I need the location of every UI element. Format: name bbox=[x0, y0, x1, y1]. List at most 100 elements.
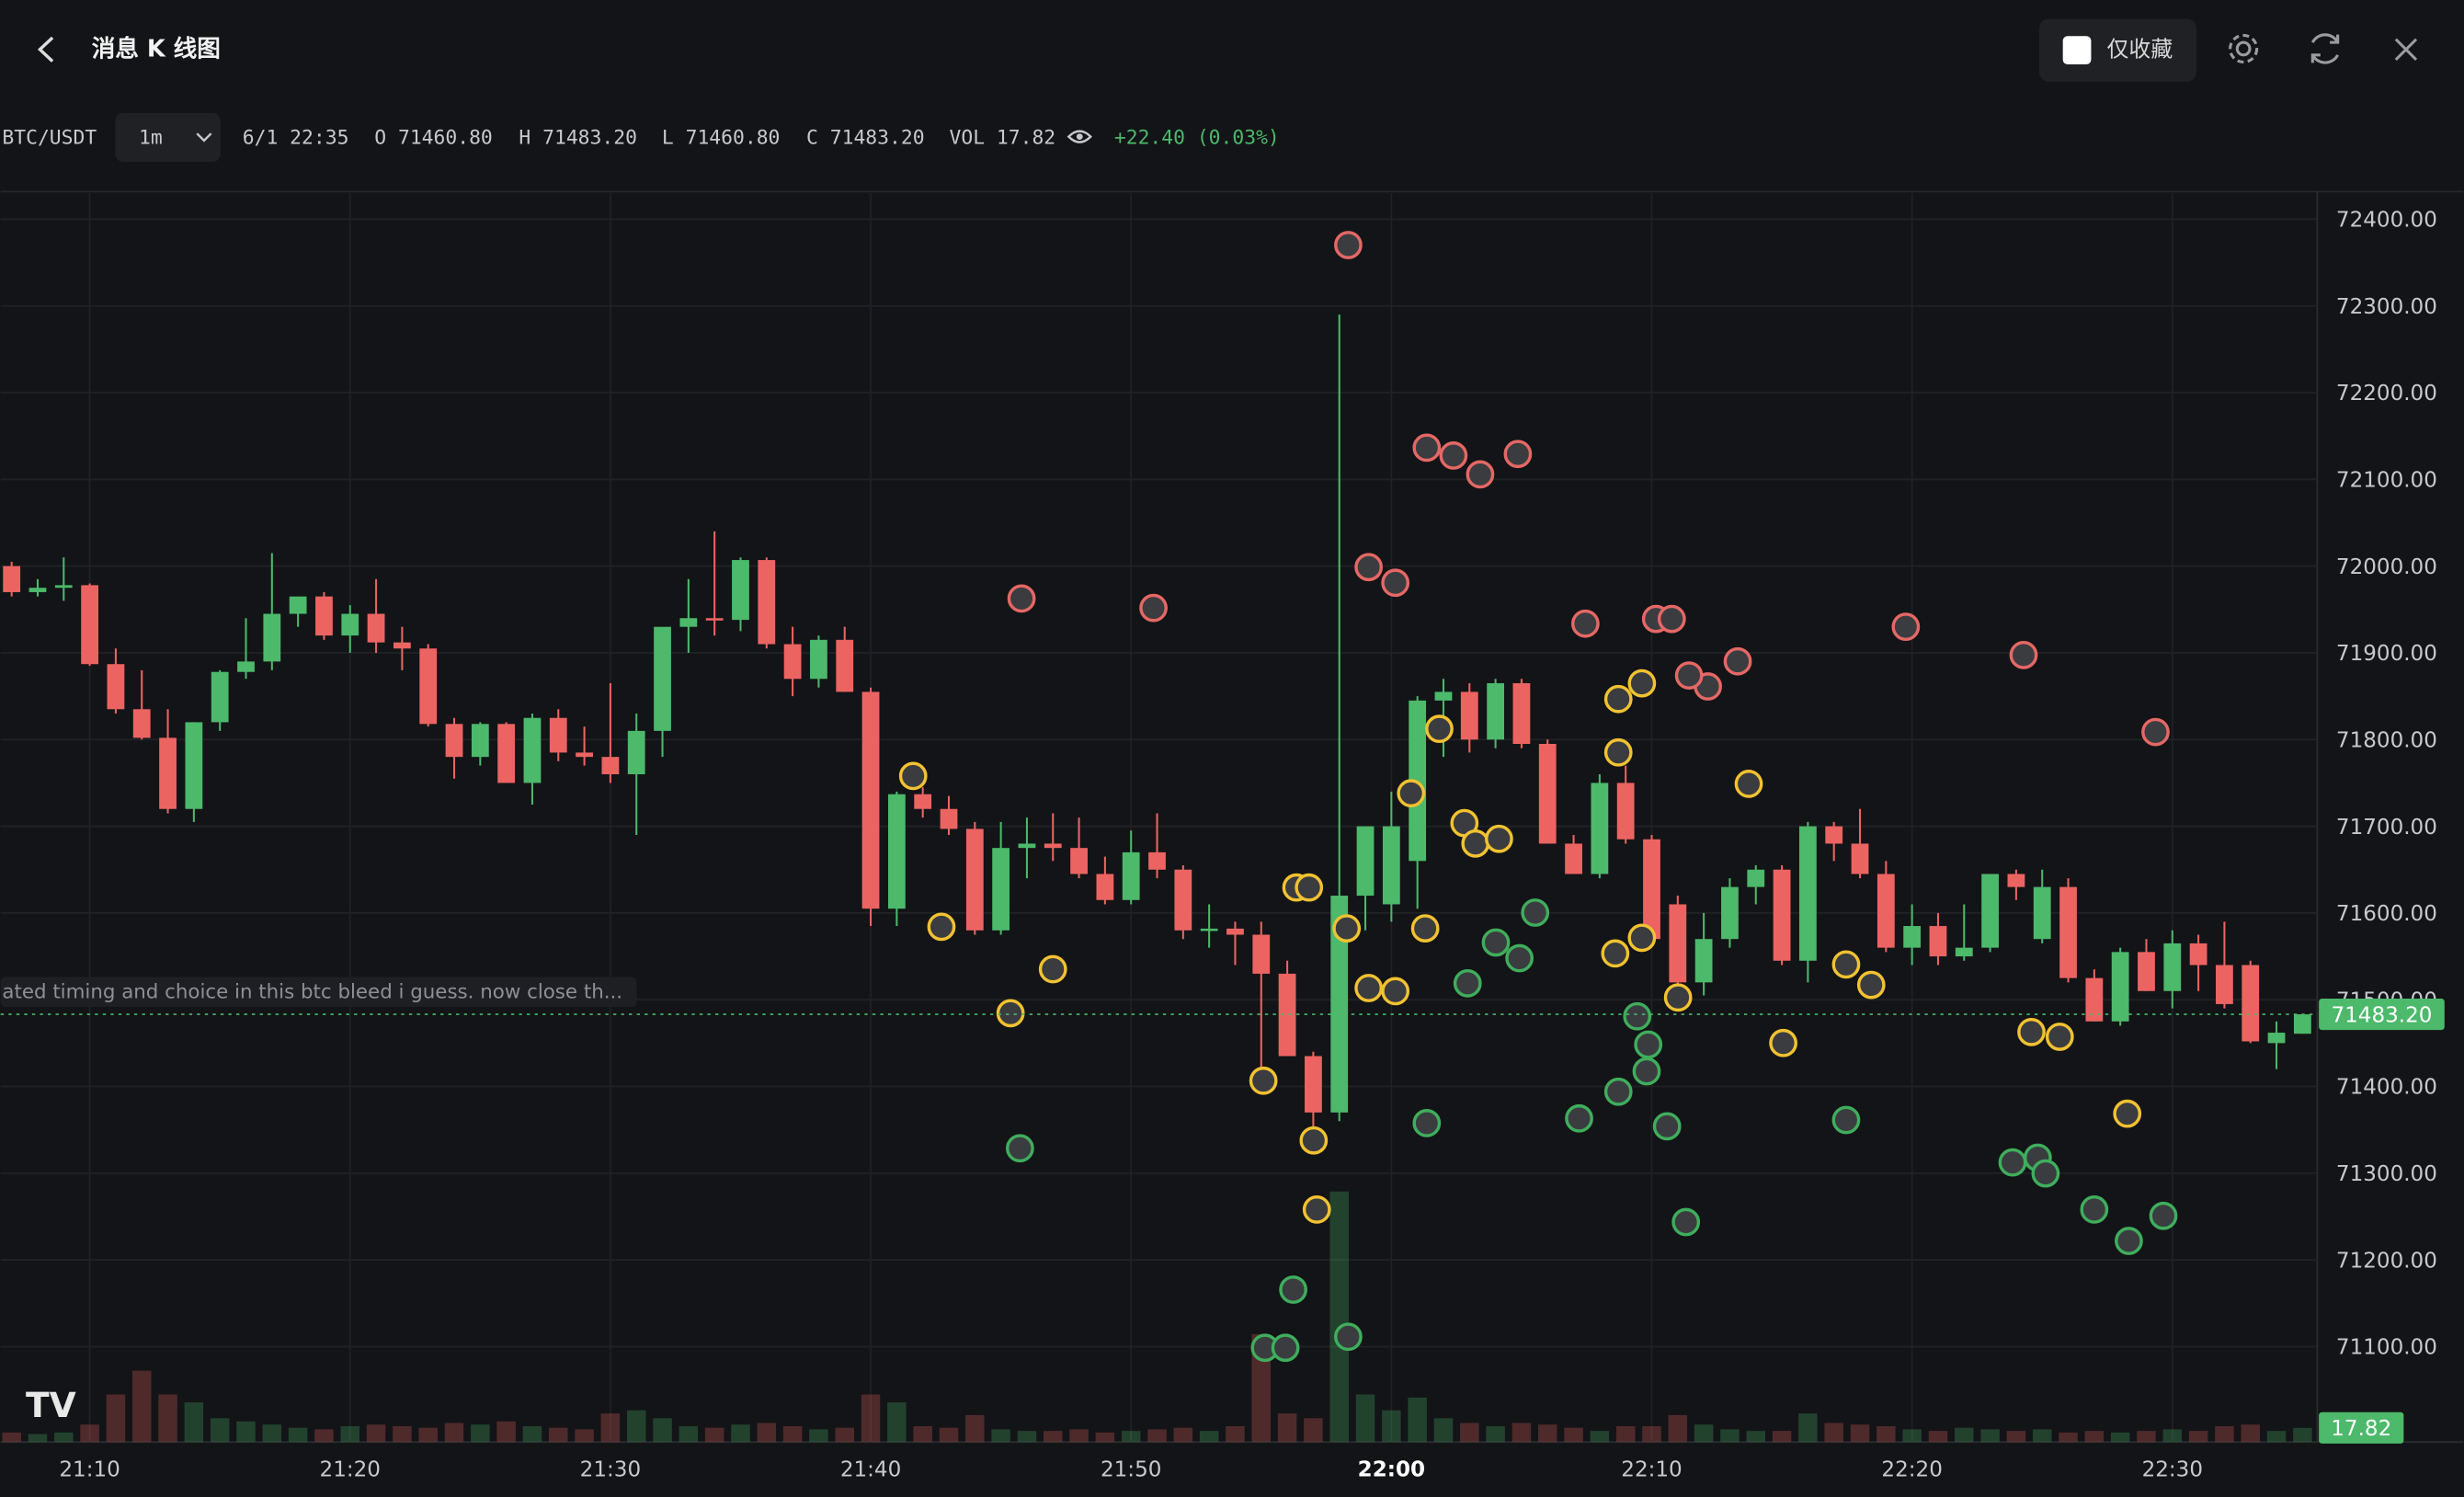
news-marker[interactable] bbox=[1503, 440, 1533, 469]
news-marker[interactable] bbox=[1998, 1148, 2027, 1177]
bar-time: 6/1 22:35 bbox=[243, 126, 349, 149]
symbol: BTC/USDT bbox=[2, 126, 97, 149]
news-marker[interactable] bbox=[1412, 433, 1442, 463]
news-marker[interactable] bbox=[1671, 1207, 1701, 1237]
news-marker[interactable] bbox=[2113, 1099, 2142, 1128]
candle-body bbox=[1981, 874, 1999, 948]
news-marker[interactable] bbox=[1271, 1333, 1300, 1363]
news-marker[interactable] bbox=[1425, 714, 1454, 744]
news-marker[interactable] bbox=[1632, 1057, 1661, 1086]
news-marker[interactable] bbox=[1466, 460, 1495, 489]
candle-body bbox=[705, 618, 724, 621]
news-marker[interactable] bbox=[898, 761, 928, 791]
candle-body bbox=[1929, 926, 1947, 957]
news-marker[interactable] bbox=[1734, 770, 1763, 798]
candle-body bbox=[263, 613, 281, 662]
news-marker[interactable] bbox=[1663, 983, 1693, 1012]
news-marker[interactable] bbox=[1381, 977, 1410, 1006]
news-marker[interactable] bbox=[1723, 646, 1752, 676]
news-marker[interactable] bbox=[1521, 898, 1550, 927]
news-marker[interactable] bbox=[1627, 923, 1657, 953]
news-marker[interactable] bbox=[1332, 914, 1362, 943]
news-marker[interactable] bbox=[1831, 1105, 1861, 1135]
news-marker[interactable] bbox=[1279, 1275, 1307, 1304]
news-marker[interactable] bbox=[1603, 737, 1633, 767]
news-marker[interactable] bbox=[1354, 553, 1383, 582]
news-marker[interactable] bbox=[2045, 1023, 2074, 1051]
news-marker[interactable] bbox=[2009, 640, 2038, 669]
candle-body bbox=[601, 757, 620, 775]
news-marker[interactable] bbox=[2031, 1159, 2060, 1188]
news-marker[interactable] bbox=[1891, 612, 1921, 641]
news-marker[interactable] bbox=[1139, 593, 1168, 623]
news-marker[interactable] bbox=[1856, 970, 1886, 1000]
y-tick-label: 72300.00 bbox=[2336, 295, 2437, 319]
news-marker[interactable] bbox=[1299, 1126, 1329, 1155]
news-marker[interactable] bbox=[1481, 928, 1511, 957]
news-marker[interactable] bbox=[1410, 914, 1440, 943]
news-marker[interactable] bbox=[1674, 661, 1704, 690]
settings-icon-ring bbox=[2229, 33, 2259, 64]
news-marker[interactable] bbox=[2017, 1017, 2046, 1046]
news-marker[interactable] bbox=[1769, 1028, 1797, 1057]
news-marker[interactable] bbox=[1652, 1112, 1682, 1141]
favorites-toggle[interactable] bbox=[2039, 18, 2196, 82]
news-marker[interactable] bbox=[1453, 969, 1482, 998]
news-marker[interactable] bbox=[1565, 1103, 1593, 1133]
volume-bar bbox=[80, 1424, 99, 1443]
news-marker[interactable] bbox=[2080, 1195, 2109, 1224]
volume-bar bbox=[626, 1410, 646, 1443]
news-marker[interactable] bbox=[996, 999, 1025, 1028]
news-marker[interactable] bbox=[1334, 231, 1363, 259]
candle-body bbox=[1747, 869, 1765, 887]
volume-bar bbox=[314, 1429, 334, 1443]
news-marker[interactable] bbox=[1295, 873, 1324, 902]
candle-body bbox=[1694, 939, 1713, 983]
news-marker[interactable] bbox=[1354, 974, 1383, 1002]
news-marker[interactable] bbox=[1601, 939, 1630, 968]
back-button[interactable] bbox=[37, 36, 54, 63]
news-marker[interactable] bbox=[1007, 584, 1036, 613]
news-marker[interactable] bbox=[1397, 779, 1426, 808]
eye-icon[interactable] bbox=[1067, 130, 1092, 143]
news-marker[interactable] bbox=[2141, 717, 2170, 747]
candle-body bbox=[2293, 1014, 2311, 1034]
news-marker[interactable] bbox=[1623, 1001, 1652, 1031]
x-tick-label: 22:00 bbox=[1358, 1457, 1425, 1481]
news-marker[interactable] bbox=[1461, 828, 1490, 858]
news-marker[interactable] bbox=[1634, 1030, 1663, 1059]
interval-select[interactable] bbox=[115, 112, 221, 162]
news-marker[interactable] bbox=[1439, 441, 1468, 470]
candle-body bbox=[393, 642, 411, 649]
news-marker[interactable] bbox=[1038, 954, 1067, 984]
candle-body bbox=[1825, 826, 1843, 844]
y-tick-label: 71900.00 bbox=[2336, 642, 2437, 666]
news-marker[interactable] bbox=[1485, 824, 1513, 853]
news-marker[interactable] bbox=[1603, 1077, 1633, 1106]
news-marker[interactable] bbox=[1603, 684, 1633, 714]
news-marker[interactable] bbox=[1505, 943, 1534, 973]
checkbox[interactable] bbox=[2062, 36, 2092, 65]
news-marker[interactable] bbox=[1249, 1066, 1278, 1095]
news-marker[interactable] bbox=[2115, 1227, 2143, 1255]
news-marker[interactable] bbox=[1302, 1195, 1331, 1224]
settings-icon[interactable] bbox=[2235, 40, 2252, 57]
news-marker[interactable] bbox=[1657, 604, 1686, 634]
volume-bar bbox=[1928, 1431, 1948, 1443]
close-icon[interactable] bbox=[2394, 38, 2418, 62]
volume-bar bbox=[809, 1429, 828, 1443]
news-marker[interactable] bbox=[1570, 609, 1600, 638]
news-marker[interactable] bbox=[1334, 1322, 1363, 1352]
news-marker[interactable] bbox=[1381, 568, 1410, 598]
news-marker[interactable] bbox=[2149, 1201, 2178, 1230]
refresh-icon[interactable] bbox=[2310, 33, 2340, 64]
candle-body bbox=[654, 626, 671, 731]
candle-body bbox=[1330, 896, 1349, 1113]
news-marker[interactable] bbox=[1412, 1109, 1442, 1137]
news-marker[interactable] bbox=[927, 912, 956, 942]
news-marker[interactable] bbox=[1006, 1134, 1034, 1163]
news-marker[interactable] bbox=[1627, 669, 1657, 698]
x-tick-label: 21:50 bbox=[1101, 1457, 1161, 1481]
news-marker[interactable] bbox=[1831, 950, 1861, 979]
volume-tag bbox=[2319, 1411, 2404, 1444]
